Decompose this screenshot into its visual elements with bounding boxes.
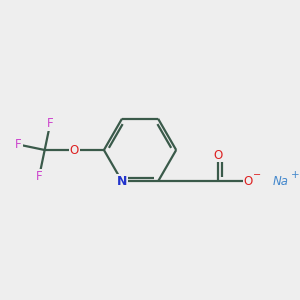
- Text: −: −: [253, 170, 261, 180]
- Text: F: F: [15, 138, 22, 151]
- Text: O: O: [70, 143, 79, 157]
- Text: Na: Na: [273, 175, 289, 188]
- Text: N: N: [117, 175, 127, 188]
- Text: F: F: [47, 118, 53, 130]
- Text: O: O: [243, 175, 253, 188]
- Text: F: F: [36, 169, 43, 182]
- Text: +: +: [291, 170, 300, 180]
- Text: O: O: [214, 149, 223, 162]
